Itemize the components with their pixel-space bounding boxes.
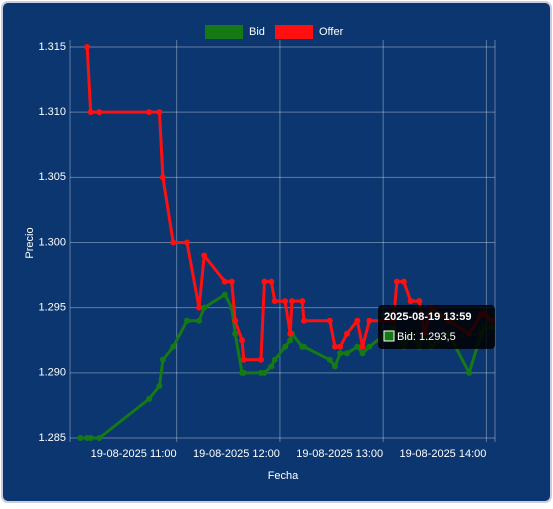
data-point (393, 278, 400, 285)
data-point (196, 317, 203, 324)
data-point (326, 356, 333, 363)
tooltip (378, 305, 495, 349)
data-point (359, 343, 366, 350)
y-tick-label: 1.310 (38, 106, 66, 118)
data-point (77, 435, 84, 441)
legend-label: Offer (319, 26, 344, 38)
y-tick-label: 1.290 (38, 367, 66, 379)
data-point (299, 298, 306, 305)
data-point (87, 435, 94, 441)
tooltip-label: Bid: 1.293,5 (397, 331, 456, 343)
legend-swatch (275, 25, 313, 39)
y-tick-label: 1.285 (38, 432, 66, 444)
x-tick-label: 19-08-2025 12:00 (193, 448, 280, 460)
data-point (271, 298, 278, 305)
y-tick-label: 1.295 (38, 302, 66, 314)
data-point (87, 109, 94, 116)
data-point (366, 343, 373, 350)
data-point (221, 291, 228, 298)
data-point (326, 317, 333, 324)
data-point (282, 343, 289, 350)
data-point (84, 44, 91, 50)
data-point (156, 382, 163, 389)
data-point (170, 343, 177, 350)
data-point (407, 298, 414, 305)
y-tick-label: 1.300 (38, 236, 66, 248)
legend-label: Bid (249, 26, 265, 38)
data-point (159, 174, 166, 181)
x-axis-title: Fecha (268, 470, 299, 482)
data-point (301, 343, 308, 350)
data-point (287, 330, 294, 337)
data-point (337, 343, 344, 350)
x-tick-label: 19-08-2025 14:00 (400, 448, 487, 460)
data-point (268, 363, 275, 370)
data-point (337, 350, 344, 357)
data-point (331, 343, 338, 350)
data-point (146, 109, 153, 116)
data-point (400, 278, 407, 285)
data-point (301, 317, 308, 324)
data-point (159, 356, 166, 363)
data-point (240, 356, 247, 363)
x-tick-label: 19-08-2025 11:00 (91, 448, 177, 460)
data-point (201, 304, 208, 311)
data-point (282, 298, 289, 305)
tooltip-swatch (383, 330, 395, 342)
data-point (354, 343, 361, 350)
data-point (257, 356, 264, 363)
y-axis-title: Precio (24, 227, 36, 258)
data-point (221, 278, 228, 285)
data-point (196, 304, 203, 311)
legend-swatch (205, 25, 243, 39)
data-point (184, 317, 191, 324)
data-point (344, 350, 351, 357)
data-point (261, 278, 268, 285)
data-point (184, 239, 191, 246)
data-point (239, 337, 246, 344)
data-point (416, 298, 423, 305)
data-point (287, 337, 294, 344)
data-point (354, 317, 361, 324)
data-point (232, 330, 239, 337)
x-tick-label: 19-08-2025 13:00 (296, 448, 383, 460)
data-point (261, 369, 268, 376)
data-point (146, 395, 153, 402)
data-point (359, 350, 366, 357)
y-tick-label: 1.315 (38, 41, 66, 53)
data-point (331, 363, 338, 370)
data-point (156, 109, 163, 116)
data-point (271, 356, 278, 363)
data-point (240, 369, 247, 376)
data-point (96, 435, 103, 441)
y-tick-label: 1.305 (38, 171, 66, 183)
data-point (232, 317, 239, 324)
data-point (201, 252, 208, 259)
data-point (288, 298, 295, 305)
data-point (170, 239, 177, 246)
data-point (466, 369, 473, 376)
data-point (268, 278, 275, 285)
tooltip-title: 2025-08-19 13:59 (384, 311, 471, 323)
data-point (96, 109, 103, 116)
data-point (366, 317, 373, 324)
data-point (228, 278, 235, 285)
data-point (344, 330, 351, 337)
